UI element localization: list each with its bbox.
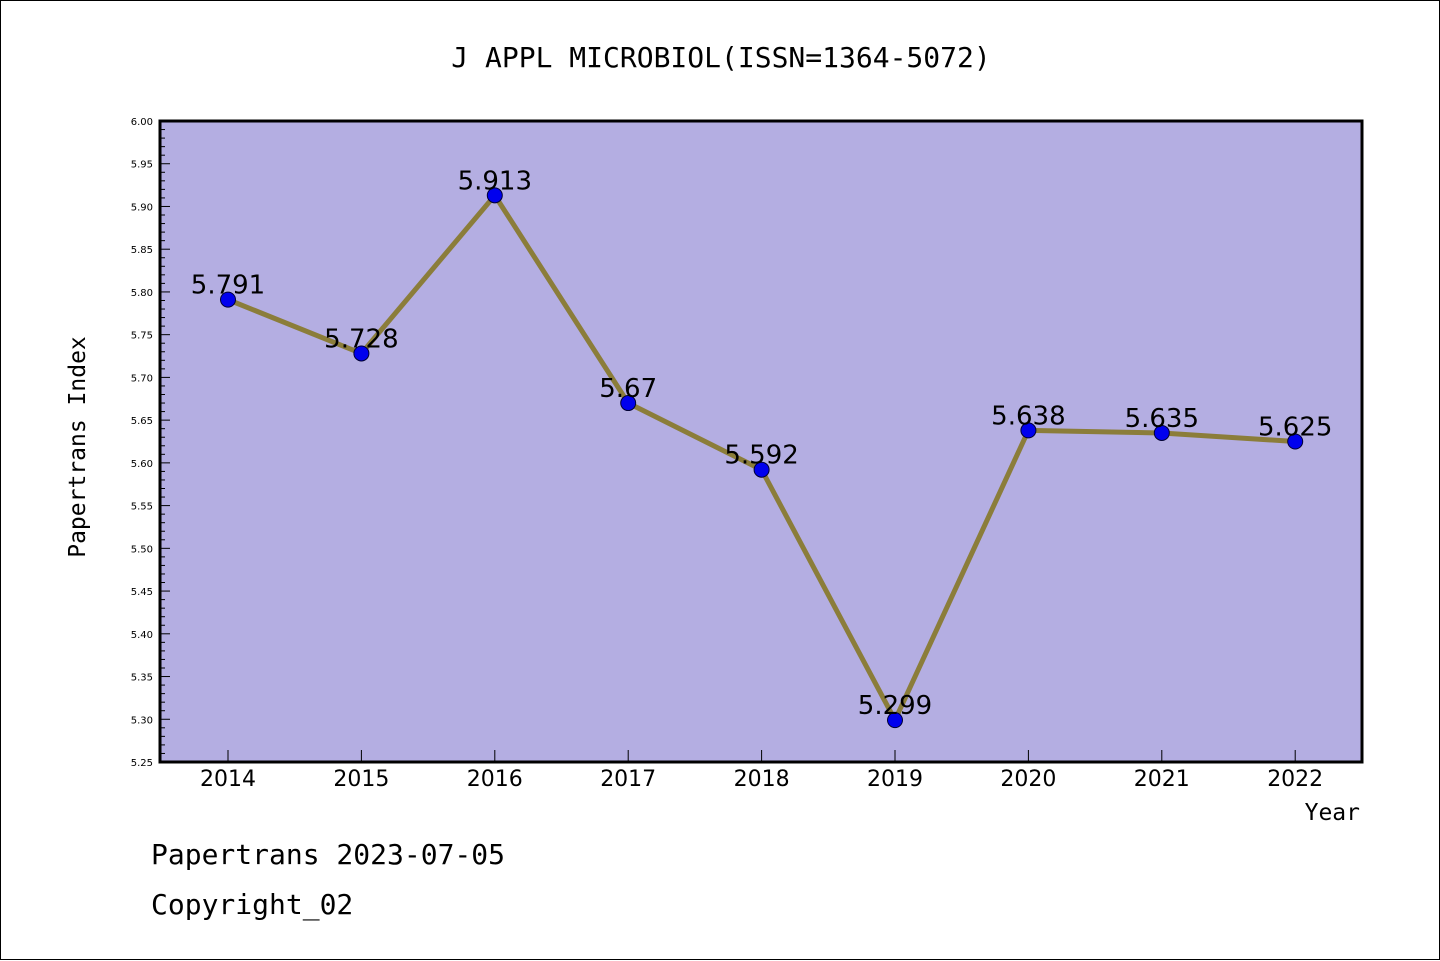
x-tick-label: 2016: [467, 767, 523, 792]
chart-title: J APPL MICROBIOL(ISSN=1364-5072): [451, 41, 990, 74]
y-tick-label: 5.85: [131, 245, 153, 256]
y-tick-label: 6.00: [131, 117, 153, 128]
y-axis: 5.25 5.30 5.35 5.40 5.45 5.50 5.55 5.60 5.65 5.70…: [131, 117, 170, 769]
y-tick-label: 5.45: [131, 587, 153, 598]
y-tick-label: 5.30: [131, 715, 153, 726]
x-tick-label: 2015: [333, 767, 389, 792]
data-label-2017: 5.67: [599, 374, 657, 404]
y-tick-label: 5.75: [131, 331, 153, 342]
y-tick-label: 5.40: [131, 630, 153, 641]
y-tick-label: 5.60: [131, 459, 153, 470]
y-tick-label: 5.65: [131, 416, 153, 427]
y-tick-label: 5.55: [131, 502, 153, 513]
data-label-2020: 5.638: [991, 401, 1065, 431]
x-tick-label: 2021: [1134, 767, 1190, 792]
y-tick-label: 5.90: [131, 202, 153, 213]
data-label-2019: 5.299: [858, 691, 932, 721]
data-point-2022: [1287, 433, 1304, 450]
y-tick-label: 5.70: [131, 373, 153, 384]
y-tick-label: 5.50: [131, 544, 153, 555]
x-tick-label: 2018: [734, 767, 790, 792]
y-tick-label: 5.95: [131, 160, 153, 171]
footer-copyright: Copyright_02: [151, 888, 353, 922]
data-point-2016: [486, 187, 503, 204]
y-tick-label: 5.25: [131, 758, 153, 769]
data-label-2014: 5.791: [191, 271, 265, 301]
data-label-2015: 5.728: [324, 324, 398, 354]
data-label-2016: 5.913: [458, 166, 532, 196]
data-label-2022: 5.625: [1258, 413, 1332, 443]
data-point-2017: [620, 395, 637, 412]
x-tick-label: 2014: [200, 767, 256, 792]
x-tick-label: 2017: [600, 767, 656, 792]
data-labels: 5.791 5.728 5.913 5.67 5.592 5.299 5.638 5.635 5…: [191, 166, 1333, 721]
x-tick-label: 2022: [1267, 767, 1323, 792]
data-point-2014: [220, 291, 236, 308]
data-point-2021: [1153, 424, 1170, 441]
plot-area: [158, 119, 1364, 764]
data-point-2020: [1020, 422, 1037, 439]
data-point-2015: [353, 345, 370, 362]
data-label-2018: 5.592: [724, 441, 798, 471]
data-point-2018: [753, 461, 770, 478]
y-tick-label: 5.35: [131, 673, 153, 684]
series-markers: [220, 187, 1304, 729]
x-tick-label: 2019: [867, 767, 923, 792]
y-tick-label: 5.80: [131, 288, 153, 299]
x-tick-label: 2020: [1000, 767, 1056, 792]
y-axis-label: Papertrans Index: [65, 336, 91, 558]
x-axis-label: Year: [1305, 800, 1360, 826]
data-point-2019: [887, 712, 903, 729]
data-label-2021: 5.635: [1125, 404, 1199, 434]
footer-date: Papertrans 2023-07-05: [151, 838, 505, 871]
x-axis: 2014 2015 2016 2017 2018 2019 2020 2021 2022: [200, 750, 1323, 792]
